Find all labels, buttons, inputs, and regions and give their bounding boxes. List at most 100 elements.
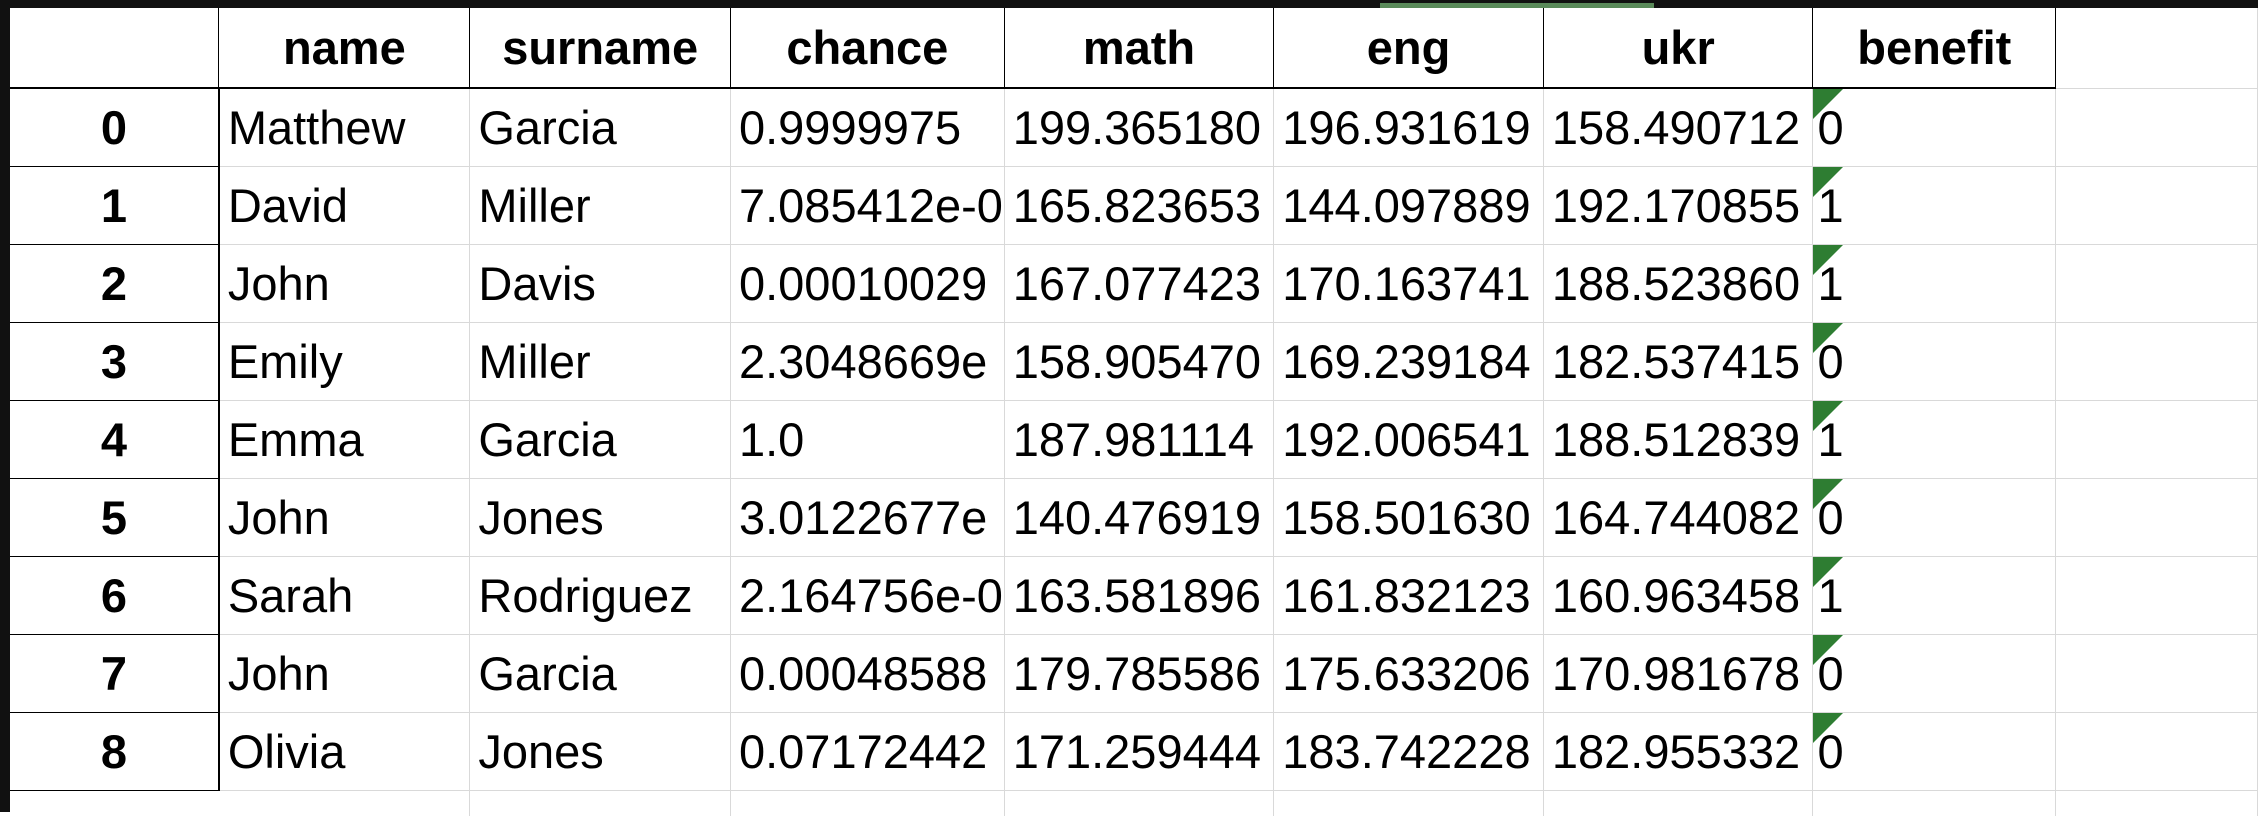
row-index-cell[interactable]: 3 [10,322,220,401]
cell-ukr[interactable]: 182.537415 [1543,322,1814,401]
cell-surname[interactable]: Miller [469,322,731,401]
row-index-cell[interactable]: 7 [10,634,220,713]
cell-math[interactable]: 199.365180 [1004,88,1275,167]
cell-surname[interactable]: Jones [469,712,731,791]
empty-cell[interactable] [2055,790,2258,816]
cell-benefit[interactable]: 0 [1812,478,2057,557]
cell-benefit[interactable]: 0 [1812,634,2057,713]
cell-benefit[interactable]: 0 [1812,712,2057,791]
column-header-benefit[interactable]: benefit [1812,8,2057,89]
cell-math[interactable]: 140.476919 [1004,478,1275,557]
cell-chance[interactable]: 1.0 [730,400,1005,479]
column-header-math[interactable]: math [1004,8,1275,89]
row-index-cell[interactable]: 1 [10,166,220,245]
cell-surname[interactable]: Jones [469,478,731,557]
row-index-cell[interactable]: 0 [10,88,220,167]
row-index-cell[interactable]: 4 [10,400,220,479]
cell-math[interactable]: 158.905470 [1004,322,1275,401]
corner-cell[interactable] [10,8,220,89]
empty-cell[interactable] [2055,166,2258,245]
column-header-eng[interactable]: eng [1273,8,1544,89]
row-index-cell[interactable]: 6 [10,556,220,635]
cell-chance[interactable]: 7.085412e-0 [730,166,1005,245]
empty-cell[interactable] [1812,790,2057,816]
cell-eng[interactable]: 144.097889 [1273,166,1544,245]
number-stored-as-text-icon[interactable] [1813,400,1844,431]
cell-ukr[interactable]: 158.490712 [1543,88,1814,167]
cell-chance[interactable]: 0.07172442 [730,712,1005,791]
cell-surname[interactable]: Garcia [469,400,731,479]
cell-eng[interactable]: 175.633206 [1273,634,1544,713]
cell-surname[interactable]: Garcia [469,634,731,713]
cell-name[interactable]: David [218,166,471,245]
cell-ukr[interactable]: 160.963458 [1543,556,1814,635]
empty-cell[interactable] [469,790,731,816]
cell-name[interactable]: Emma [218,400,471,479]
cell-math[interactable]: 163.581896 [1004,556,1275,635]
empty-cell[interactable] [2055,634,2258,713]
cell-benefit[interactable]: 1 [1812,400,2057,479]
empty-cell[interactable] [2055,322,2258,401]
empty-cell[interactable] [218,790,471,816]
cell-eng[interactable]: 196.931619 [1273,88,1544,167]
row-index-cell[interactable]: 8 [10,712,220,791]
empty-cell[interactable] [2055,712,2258,791]
cell-name[interactable]: Sarah [218,556,471,635]
number-stored-as-text-icon[interactable] [1813,478,1844,509]
cell-benefit[interactable]: 1 [1812,166,2057,245]
cell-ukr[interactable]: 188.512839 [1543,400,1814,479]
row-index-cell[interactable]: 2 [10,244,220,323]
cell-name[interactable]: John [218,244,471,323]
cell-name[interactable]: John [218,634,471,713]
column-header-chance[interactable]: chance [730,8,1005,89]
cell-ukr[interactable]: 192.170855 [1543,166,1814,245]
cell-eng[interactable]: 170.163741 [1273,244,1544,323]
number-stored-as-text-icon[interactable] [1813,322,1844,353]
empty-cell[interactable] [2055,556,2258,635]
cell-ukr[interactable]: 164.744082 [1543,478,1814,557]
cell-name[interactable]: Matthew [218,88,471,167]
empty-cell[interactable] [2055,478,2258,557]
cell-eng[interactable]: 161.832123 [1273,556,1544,635]
number-stored-as-text-icon[interactable] [1813,634,1844,665]
cell-math[interactable]: 187.981114 [1004,400,1275,479]
cell-benefit[interactable]: 0 [1812,322,2057,401]
cell-math[interactable]: 167.077423 [1004,244,1275,323]
number-stored-as-text-icon[interactable] [1813,89,1844,119]
column-header-name[interactable]: name [218,8,471,89]
empty-cell[interactable] [1273,790,1544,816]
cell-surname[interactable]: Miller [469,166,731,245]
cell-benefit[interactable]: 0 [1812,88,2057,167]
cell-chance[interactable]: 0.00010029 [730,244,1005,323]
empty-cell[interactable] [2055,88,2258,167]
cell-eng[interactable]: 169.239184 [1273,322,1544,401]
cell-ukr[interactable]: 170.981678 [1543,634,1814,713]
cell-benefit[interactable]: 1 [1812,244,2057,323]
column-header-surname[interactable]: surname [469,8,731,89]
cell-chance[interactable]: 2.3048669e [730,322,1005,401]
cell-chance[interactable]: 0.9999975 [730,88,1005,167]
cell-chance[interactable]: 2.164756e-0 [730,556,1005,635]
number-stored-as-text-icon[interactable] [1813,556,1844,587]
cell-name[interactable]: Olivia [218,712,471,791]
cell-surname[interactable]: Rodriguez [469,556,731,635]
empty-cell[interactable] [2055,400,2258,479]
cell-surname[interactable]: Garcia [469,88,731,167]
cell-math[interactable]: 165.823653 [1004,166,1275,245]
cell-ukr[interactable]: 188.523860 [1543,244,1814,323]
column-header-ukr[interactable]: ukr [1543,8,1814,89]
number-stored-as-text-icon[interactable] [1813,166,1844,197]
cell-eng[interactable]: 158.501630 [1273,478,1544,557]
cell-eng[interactable]: 183.742228 [1273,712,1544,791]
empty-cell[interactable] [10,790,219,816]
cell-name[interactable]: John [218,478,471,557]
cell-eng[interactable]: 192.006541 [1273,400,1544,479]
cell-math[interactable]: 171.259444 [1004,712,1275,791]
cell-chance[interactable]: 0.00048588 [730,634,1005,713]
empty-cell[interactable] [1543,790,1814,816]
empty-cell[interactable] [2055,244,2258,323]
empty-cell[interactable] [2055,8,2258,89]
cell-chance[interactable]: 3.0122677e [730,478,1005,557]
cell-surname[interactable]: Davis [469,244,731,323]
empty-cell[interactable] [1004,790,1275,816]
